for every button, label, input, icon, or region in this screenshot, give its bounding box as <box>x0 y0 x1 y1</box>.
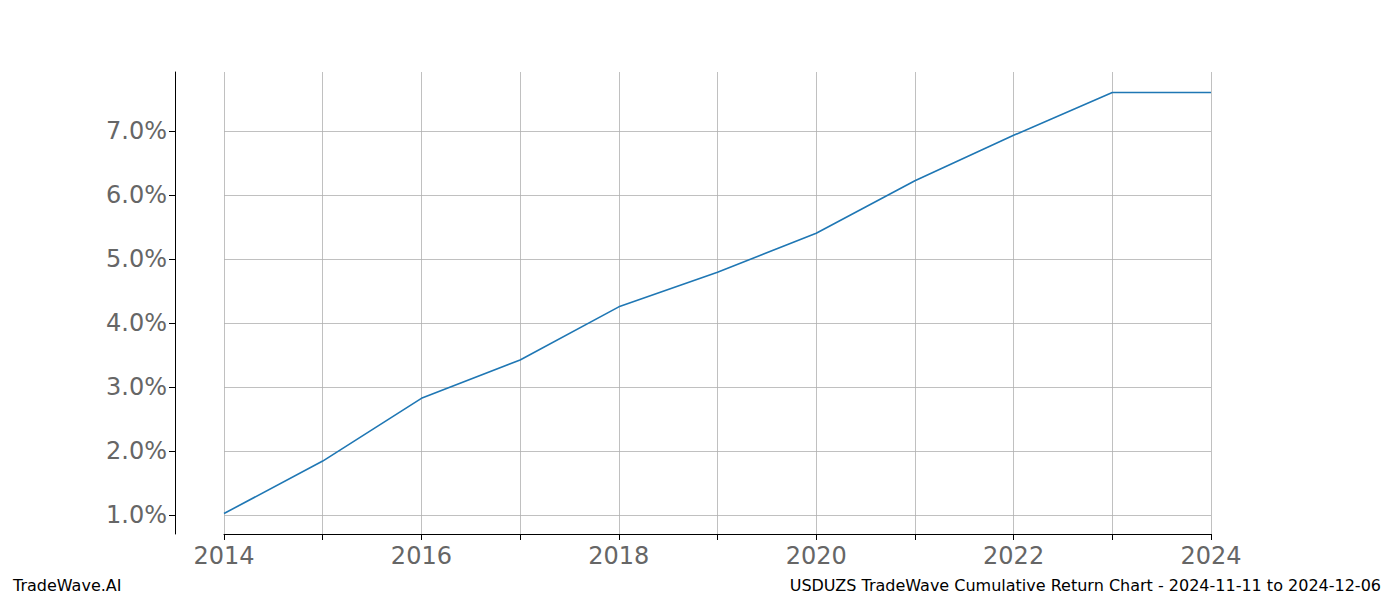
svg-text:2024: 2024 <box>1180 542 1241 570</box>
svg-text:2014: 2014 <box>193 542 254 570</box>
svg-text:5.0%: 5.0% <box>106 245 167 273</box>
svg-text:2022: 2022 <box>983 542 1044 570</box>
svg-text:4.0%: 4.0% <box>106 309 167 337</box>
svg-text:1.0%: 1.0% <box>106 501 167 529</box>
svg-text:3.0%: 3.0% <box>106 373 167 401</box>
svg-text:2016: 2016 <box>391 542 452 570</box>
svg-text:2.0%: 2.0% <box>106 437 167 465</box>
svg-text:7.0%: 7.0% <box>106 117 167 145</box>
svg-text:2020: 2020 <box>786 542 847 570</box>
svg-text:2018: 2018 <box>588 542 649 570</box>
svg-text:TradeWave.AI: TradeWave.AI <box>12 576 121 595</box>
svg-text:6.0%: 6.0% <box>106 181 167 209</box>
svg-text:USDUZS TradeWave Cumulative Re: USDUZS TradeWave Cumulative Return Chart… <box>790 576 1381 595</box>
